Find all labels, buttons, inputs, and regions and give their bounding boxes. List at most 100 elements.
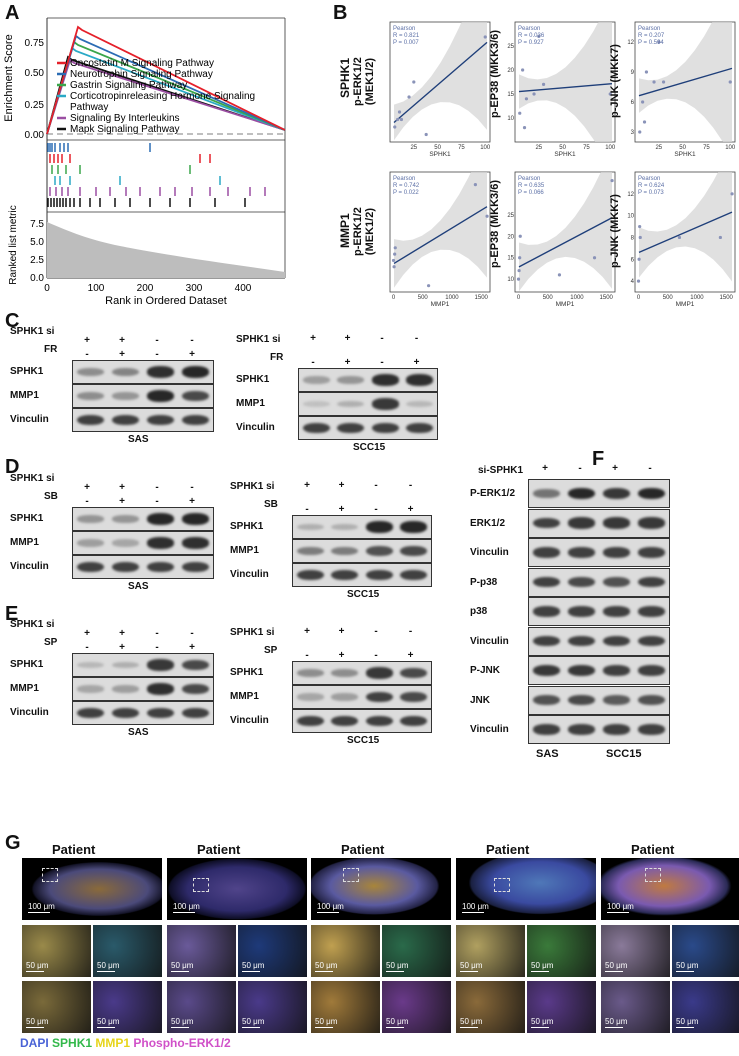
protein-band: [296, 715, 324, 727]
protein-band: [532, 664, 561, 677]
data-point: [642, 120, 647, 124]
data-point: [397, 110, 402, 114]
x-tick: 0: [517, 295, 521, 301]
scale-bar-label: 100 μm: [28, 902, 55, 911]
overview-image: 100 μm: [601, 858, 739, 920]
y-tick: 25: [507, 213, 514, 219]
treatment-sign: -: [305, 650, 309, 661]
data-point: [521, 68, 525, 72]
protein-band: [76, 539, 105, 547]
data-point: [610, 178, 614, 183]
scale-bar: 100 μm: [462, 902, 489, 913]
blot-strip: [72, 507, 214, 531]
y-axis-label: p-ERK1/2 (MEK1/2): [352, 207, 376, 256]
pearson-stat: R = 0.635: [518, 183, 545, 189]
blot-row-label: SPHK1: [230, 521, 264, 532]
blot-row-label: Vinculin: [230, 569, 269, 580]
gsea-legend: Oncostatin M Signaling PathwayNeurotroph…: [57, 58, 255, 135]
blot-row-label: Vinculin: [470, 724, 509, 735]
protein-band: [602, 606, 631, 617]
cell-line-label: SAS: [128, 727, 149, 738]
x-tick: 100: [725, 145, 736, 151]
protein-band: [146, 683, 175, 695]
zoom-region-box: [343, 868, 359, 882]
blot-row-label: P-ERK1/2: [470, 488, 516, 499]
scale-bar-label: 50 μm: [676, 961, 699, 970]
protein-band: [111, 661, 140, 669]
x-tick: 0: [392, 295, 396, 301]
zoom-tile: 50 μm: [311, 925, 380, 977]
treatment-sign: +: [344, 357, 351, 368]
ranked-ytick: 5.0: [30, 237, 44, 248]
scale-bar: 50 μm: [97, 1017, 119, 1028]
scale-bar: 50 μm: [460, 961, 482, 972]
blot-row-label: MMP1: [230, 691, 259, 702]
x-tick: 500: [543, 295, 554, 301]
gsea-xtick: 200: [137, 283, 154, 294]
blot-strip: [528, 715, 670, 744]
protein-band: [76, 561, 105, 573]
protein-band: [302, 376, 330, 384]
blot-strip: [292, 515, 432, 539]
data-point: [392, 265, 396, 269]
blot-si-label: SPHK1 si: [236, 334, 281, 345]
protein-band: [602, 695, 631, 705]
treatment-sign: -: [374, 504, 378, 515]
blot-row-label: Vinculin: [470, 547, 509, 558]
blot-row-label: Vinculin: [470, 635, 509, 647]
blot-strip: [292, 661, 432, 685]
protein-band: [296, 546, 324, 556]
x-tick: 50: [679, 145, 686, 151]
blot-si-label: SPHK1 si: [230, 627, 275, 638]
si-sign: +: [119, 335, 125, 346]
pearson-stat: P = 0.927: [518, 40, 544, 46]
blot-treatment-label: SP: [264, 645, 278, 656]
protein-band: [302, 400, 330, 408]
protein-band: [146, 537, 175, 549]
blot-strip: [298, 416, 438, 440]
data-point: [661, 80, 666, 84]
si-sign: -: [408, 480, 413, 491]
blot-si-label: si-SPHK1: [478, 465, 524, 476]
protein-band: [111, 685, 140, 693]
confidence-band: [394, 172, 487, 288]
x-tick: 1500: [720, 295, 734, 301]
zoom-region-box: [494, 878, 510, 892]
blot-treatment-label: FR: [44, 344, 58, 355]
gsea-ytick: 0.50: [25, 68, 45, 79]
zoom-tile: 50 μm: [382, 925, 451, 977]
protein-band: [365, 667, 393, 679]
data-point: [657, 40, 661, 44]
overview-image: 100 μm: [311, 858, 451, 920]
si-sign: -: [374, 480, 378, 491]
blot-strip: [528, 597, 670, 626]
blot-strip: [72, 408, 214, 432]
protein-band: [111, 414, 140, 426]
protein-band: [532, 547, 561, 558]
treatment-sign: +: [413, 357, 420, 368]
protein-band: [181, 659, 210, 671]
protein-band: [532, 489, 561, 498]
blot-row-label: MMP1: [236, 398, 265, 409]
blot-row-label: SPHK1: [10, 366, 44, 377]
legend-entry: Signaling By Interleukins: [70, 113, 180, 124]
protein-band: [331, 546, 359, 556]
scale-bar-label: 50 μm: [386, 1017, 409, 1026]
scale-bar-label: 50 μm: [676, 1017, 699, 1026]
scale-bar: 50 μm: [242, 961, 264, 972]
panel-label-a: A: [5, 2, 20, 24]
scale-bar-label: 50 μm: [315, 961, 338, 970]
pearson-stat: R = 0.821: [393, 33, 420, 39]
x-tick: 1500: [600, 295, 614, 301]
protein-band: [181, 414, 210, 426]
scale-bar: 50 μm: [605, 961, 627, 972]
si-sign: -: [190, 482, 194, 493]
data-point: [473, 183, 477, 187]
treatment-sign: -: [155, 642, 159, 653]
y-tick: 20: [507, 68, 514, 74]
cell-line-label: SAS: [128, 434, 149, 445]
protein-band: [146, 659, 175, 671]
si-sign: -: [155, 335, 159, 346]
si-sign: -: [408, 626, 413, 637]
